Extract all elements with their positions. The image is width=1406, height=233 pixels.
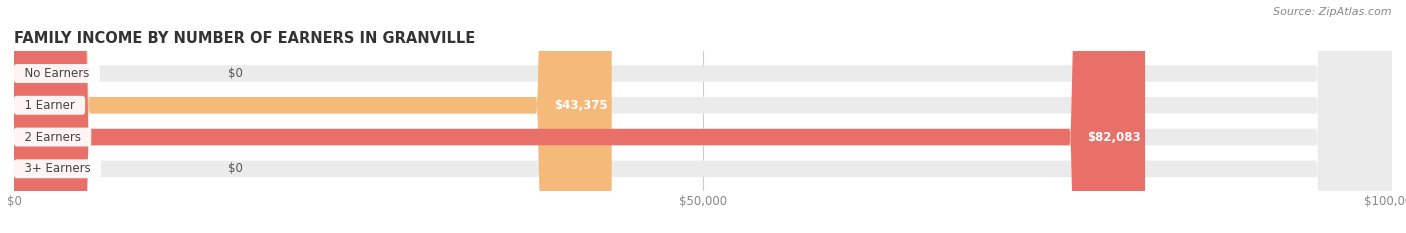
FancyBboxPatch shape	[14, 0, 1392, 233]
FancyBboxPatch shape	[14, 0, 612, 233]
Text: 1 Earner: 1 Earner	[17, 99, 82, 112]
Text: $0: $0	[228, 162, 242, 175]
Text: No Earners: No Earners	[17, 67, 97, 80]
FancyBboxPatch shape	[14, 0, 1144, 233]
FancyBboxPatch shape	[14, 0, 1392, 233]
Text: 2 Earners: 2 Earners	[17, 130, 89, 144]
FancyBboxPatch shape	[14, 0, 1392, 233]
Text: $82,083: $82,083	[1087, 130, 1140, 144]
Text: $43,375: $43,375	[554, 99, 607, 112]
Text: $0: $0	[228, 67, 242, 80]
FancyBboxPatch shape	[14, 0, 1392, 233]
Text: Source: ZipAtlas.com: Source: ZipAtlas.com	[1274, 7, 1392, 17]
Text: FAMILY INCOME BY NUMBER OF EARNERS IN GRANVILLE: FAMILY INCOME BY NUMBER OF EARNERS IN GR…	[14, 31, 475, 46]
Text: 3+ Earners: 3+ Earners	[17, 162, 98, 175]
